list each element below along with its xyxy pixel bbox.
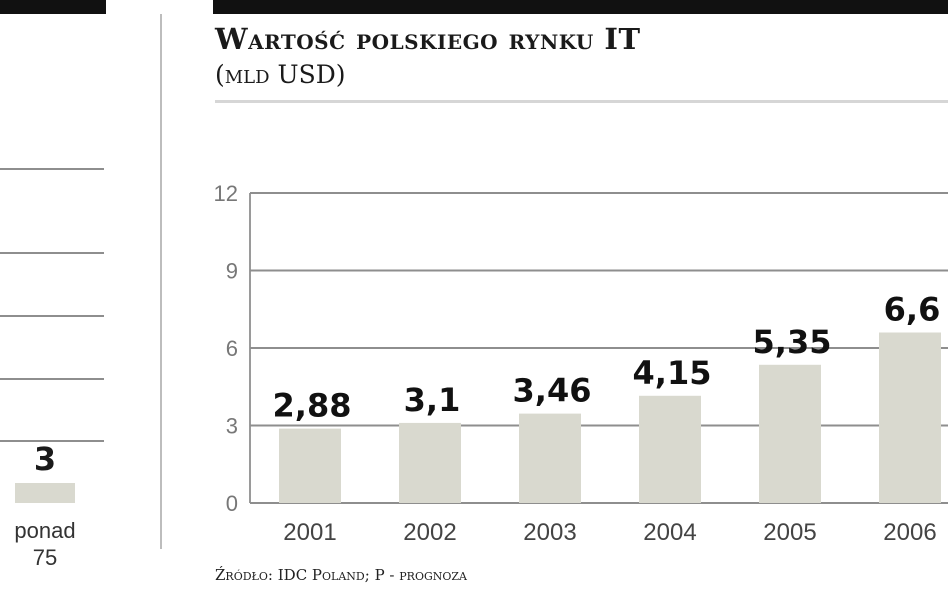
bar-value-label: 6,6 (884, 291, 941, 329)
y-tick-label: 12 (214, 181, 238, 206)
left-header-bar (0, 0, 106, 14)
x-category-label: 2006 (883, 519, 936, 546)
source-note: Źródło: IDC Poland; P - prognoza (215, 566, 467, 584)
bar (759, 364, 821, 503)
bar (879, 332, 941, 503)
chart-subtitle: (mld USD) (215, 60, 346, 89)
bar (279, 428, 341, 503)
x-category-label: 2005 (763, 519, 816, 546)
left-gridline (0, 168, 104, 170)
x-category-label: 2003 (523, 519, 576, 546)
bar-value-label: 4,15 (633, 354, 712, 392)
left-chart-panel: 3 ponad 75 (0, 0, 110, 593)
left-gridline (0, 440, 104, 442)
y-tick-label: 0 (226, 491, 238, 516)
left-bar (15, 483, 75, 503)
bar-value-label: 3,46 (513, 372, 592, 410)
left-gridline (0, 378, 104, 380)
bar (519, 413, 581, 503)
y-tick-label: 6 (226, 336, 238, 361)
left-category-label: ponad 75 (14, 518, 76, 570)
y-tick-label: 3 (226, 414, 238, 439)
panel-separator (160, 14, 162, 549)
header-bar (213, 0, 948, 14)
left-bar-value-label: 3 (33, 440, 57, 478)
x-category-label: 2002 (403, 519, 456, 546)
bar (399, 422, 461, 503)
bar-value-label: 5,35 (753, 323, 832, 361)
chart-title: Wartość polskiego rynku IT (215, 22, 641, 56)
bar (639, 395, 701, 503)
title-divider (215, 100, 948, 103)
bar-value-label: 3,1 (404, 381, 461, 419)
y-tick-label: 9 (226, 259, 238, 284)
x-category-label: 2001 (283, 519, 336, 546)
x-category-label: 2004 (643, 519, 696, 546)
left-gridline (0, 315, 104, 317)
left-gridline (0, 252, 104, 254)
bar-value-label: 2,88 (273, 387, 352, 425)
